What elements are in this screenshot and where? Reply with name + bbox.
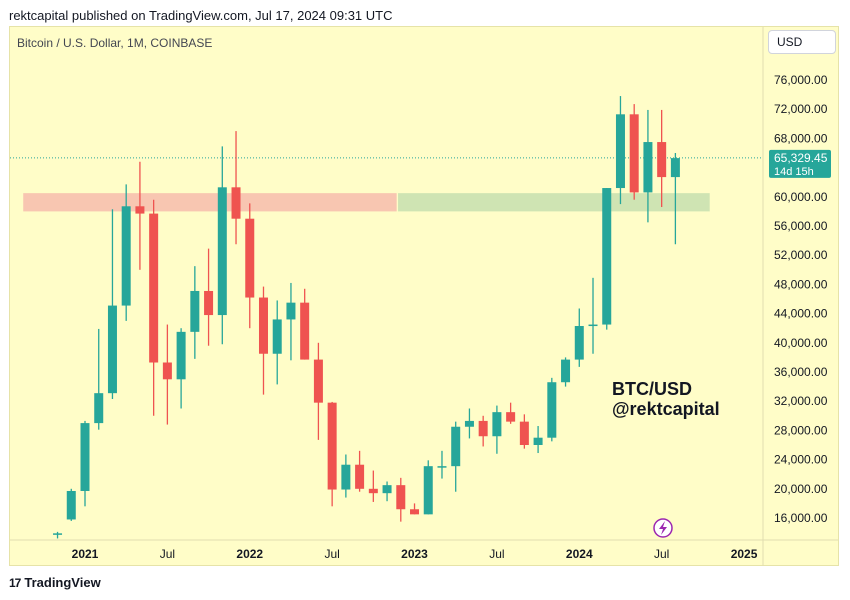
lightning-icon-glyph bbox=[659, 521, 667, 535]
candle-body[interactable] bbox=[478, 420, 488, 437]
x-tick-label: 2025 bbox=[731, 547, 758, 561]
candle-body[interactable] bbox=[272, 319, 282, 354]
candle-body[interactable] bbox=[341, 464, 351, 490]
y-tick-label: 60,000.00 bbox=[774, 190, 828, 204]
candle-body[interactable] bbox=[506, 412, 516, 422]
x-tick-label: 2022 bbox=[236, 547, 263, 561]
candle-body[interactable] bbox=[190, 290, 200, 332]
currency-button[interactable]: USD bbox=[768, 30, 836, 54]
candle-body[interactable] bbox=[300, 302, 310, 360]
candle-body[interactable] bbox=[519, 421, 529, 445]
candle-body[interactable] bbox=[53, 533, 63, 535]
publish-header: rektcapital published on TradingView.com… bbox=[9, 8, 393, 23]
y-tick-label: 76,000.00 bbox=[774, 73, 828, 87]
y-tick-label: 20,000.00 bbox=[774, 482, 828, 496]
candle-body[interactable] bbox=[533, 437, 543, 445]
y-tick-label: 56,000.00 bbox=[774, 219, 828, 233]
candle-body[interactable] bbox=[162, 362, 172, 380]
y-tick-label: 16,000.00 bbox=[774, 511, 828, 525]
candle-body[interactable] bbox=[657, 142, 667, 178]
x-tick-label: Jul bbox=[160, 547, 175, 561]
last-price-badge bbox=[769, 149, 831, 178]
x-tick-label: Jul bbox=[654, 547, 669, 561]
candle-body[interactable] bbox=[204, 290, 214, 316]
x-tick-label: 2024 bbox=[566, 547, 593, 561]
candle-body[interactable] bbox=[286, 302, 296, 320]
candle-body[interactable] bbox=[368, 488, 378, 494]
candle-body[interactable] bbox=[313, 359, 323, 403]
candle-body[interactable] bbox=[327, 402, 337, 490]
y-tick-label: 36,000.00 bbox=[774, 365, 828, 379]
symbol-title: Bitcoin / U.S. Dollar, 1M, COINBASE bbox=[17, 36, 213, 50]
candle-body[interactable] bbox=[217, 187, 227, 316]
candle-body[interactable] bbox=[615, 114, 625, 189]
candle-body[interactable] bbox=[396, 485, 406, 510]
candle-body[interactable] bbox=[451, 426, 461, 467]
y-tick-label: 40,000.00 bbox=[774, 336, 828, 350]
candle-body[interactable] bbox=[561, 359, 571, 383]
x-tick-label: 2023 bbox=[401, 547, 428, 561]
x-tick-label: Jul bbox=[489, 547, 504, 561]
author-watermark: @rektcapital bbox=[612, 399, 720, 419]
candle-body[interactable] bbox=[94, 393, 104, 424]
tradingview-logo-icon: 17 bbox=[9, 575, 21, 590]
candle-body[interactable] bbox=[80, 423, 90, 491]
candle-body[interactable] bbox=[382, 485, 392, 494]
support-zone bbox=[398, 193, 710, 212]
candle-body[interactable] bbox=[149, 213, 159, 363]
candle-body[interactable] bbox=[231, 187, 241, 219]
candle-body[interactable] bbox=[107, 305, 117, 394]
y-tick-label: 68,000.00 bbox=[774, 131, 828, 145]
candle-body[interactable] bbox=[574, 326, 584, 360]
candle-body[interactable] bbox=[135, 206, 145, 214]
candle-body[interactable] bbox=[629, 114, 639, 193]
candle-body[interactable] bbox=[602, 188, 612, 325]
candle-body[interactable] bbox=[176, 331, 186, 380]
candle-body[interactable] bbox=[464, 420, 474, 427]
y-tick-label: 72,000.00 bbox=[774, 102, 828, 116]
candle-body[interactable] bbox=[121, 206, 131, 306]
candle-body[interactable] bbox=[423, 466, 433, 515]
x-tick-label: Jul bbox=[324, 547, 339, 561]
x-tick-label: 2021 bbox=[72, 547, 99, 561]
candle-body[interactable] bbox=[66, 490, 76, 520]
y-tick-label: 24,000.00 bbox=[774, 453, 828, 467]
y-tick-label: 52,000.00 bbox=[774, 248, 828, 262]
candle-body[interactable] bbox=[643, 142, 653, 193]
y-tick-label: 44,000.00 bbox=[774, 307, 828, 321]
candle-body[interactable] bbox=[245, 218, 255, 298]
candle-body[interactable] bbox=[588, 324, 598, 327]
candle-body[interactable] bbox=[410, 509, 420, 515]
y-tick-label: 28,000.00 bbox=[774, 423, 828, 437]
candle-body[interactable] bbox=[670, 158, 680, 178]
resistance-zone bbox=[23, 193, 397, 212]
bar-countdown: 14d 15h bbox=[774, 166, 814, 178]
candle-body[interactable] bbox=[258, 297, 268, 354]
candle-body[interactable] bbox=[355, 464, 365, 489]
candle-body[interactable] bbox=[547, 382, 557, 438]
candle-body[interactable] bbox=[492, 412, 502, 437]
y-tick-label: 48,000.00 bbox=[774, 277, 828, 291]
candle-body[interactable] bbox=[437, 466, 447, 468]
footer-brand[interactable]: 17 TradingView bbox=[9, 575, 101, 590]
tradingview-brand-label: TradingView bbox=[24, 575, 101, 590]
y-tick-label: 32,000.00 bbox=[774, 394, 828, 408]
author-watermark: BTC/USD bbox=[612, 379, 692, 399]
last-price-value: 65,329.45 bbox=[774, 151, 828, 165]
